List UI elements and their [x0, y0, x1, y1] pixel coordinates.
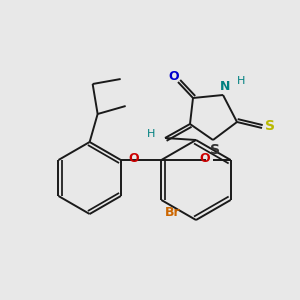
Text: O: O	[169, 70, 179, 83]
Text: O: O	[128, 152, 139, 164]
Text: S: S	[210, 143, 220, 157]
Text: N: N	[220, 80, 230, 94]
Text: S: S	[265, 119, 275, 133]
Text: O: O	[199, 152, 210, 164]
Text: H: H	[147, 129, 155, 139]
Text: H: H	[237, 76, 245, 86]
Text: Br: Br	[165, 206, 181, 219]
